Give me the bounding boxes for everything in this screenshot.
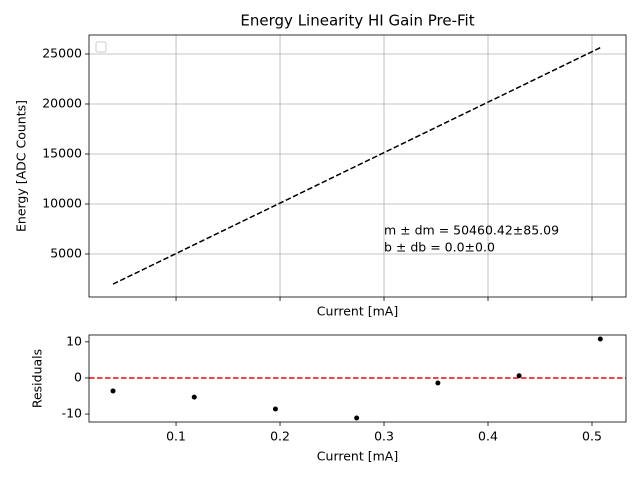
point xyxy=(354,415,360,421)
axes-frame xyxy=(88,34,627,298)
y-axis-label: Energy [ADC Counts] xyxy=(14,100,29,232)
point xyxy=(435,380,441,386)
y-tick-label: 20000 xyxy=(42,96,82,111)
point xyxy=(597,336,603,342)
x-tick-label: 0.5 xyxy=(582,429,602,444)
point xyxy=(272,406,278,412)
line xyxy=(112,46,601,285)
legend-box xyxy=(95,41,107,53)
annotation: b ± db = 0.0±0.0 xyxy=(384,240,495,255)
y-tick-label: 5000 xyxy=(50,246,82,261)
axes-frame xyxy=(88,334,627,423)
y-tick-label: 25000 xyxy=(42,46,82,61)
y-tick-label: 10000 xyxy=(42,196,82,211)
y-tick-label: 10 xyxy=(66,333,82,348)
x-tick-label: 0.1 xyxy=(166,429,186,444)
x-tick-label: 0.3 xyxy=(374,429,394,444)
x-tick-label: 0.2 xyxy=(270,429,290,444)
x-axis-label: Current [mA] xyxy=(317,304,398,319)
x-tick-label: 0.4 xyxy=(478,429,498,444)
annotation: m ± dm = 50460.42±85.09 xyxy=(384,223,559,238)
point xyxy=(516,373,522,379)
y-tick-label: -10 xyxy=(62,406,82,421)
y-tick-label: 0 xyxy=(74,369,82,384)
chart-title: Energy Linearity HI Gain Pre-Fit xyxy=(240,12,474,30)
y-tick-label: 15000 xyxy=(42,146,82,161)
point xyxy=(110,388,116,394)
y-axis-label: Residuals xyxy=(30,349,45,408)
x-axis-label: Current [mA] xyxy=(317,449,398,464)
point xyxy=(191,394,197,400)
